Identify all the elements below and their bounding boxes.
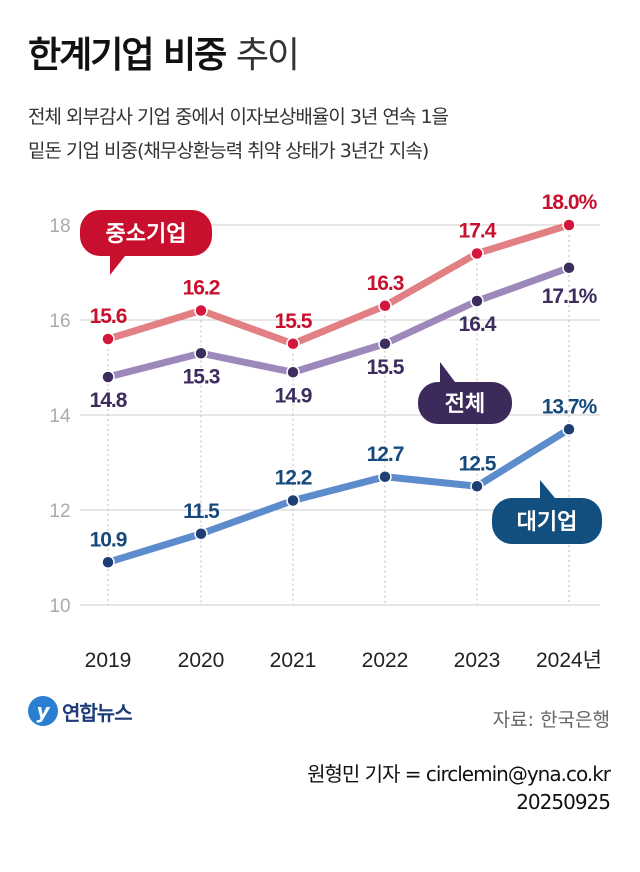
data-point — [194, 527, 208, 541]
logo: y 연합뉴스 — [28, 696, 133, 726]
data-label: 17.4 — [459, 220, 497, 243]
y-tick-label: 10 — [49, 596, 70, 617]
data-label: 17.1% — [542, 285, 598, 308]
data-point — [101, 370, 115, 384]
data-label: 13.7% — [542, 395, 598, 418]
logo-icon: y — [28, 696, 58, 726]
data-label: 15.5 — [275, 310, 313, 333]
credit-date: 20250925 — [516, 790, 611, 814]
title-light: 추이 — [235, 35, 300, 76]
data-label: 10.9 — [90, 528, 127, 551]
data-label: 14.8 — [90, 389, 128, 412]
source: 자료: 한국은행 — [492, 709, 610, 731]
legend-callout — [418, 382, 512, 424]
callout-tail — [110, 256, 125, 275]
data-point — [286, 337, 300, 351]
data-point — [562, 422, 576, 436]
callout-tail — [440, 362, 455, 382]
data-point — [286, 493, 300, 508]
data-label: 11.5 — [183, 500, 220, 523]
chart-title: 한계기업 비중 추이 — [28, 26, 300, 78]
data-label: 18.0% — [542, 191, 598, 214]
credit-author: 원형민 기자 = circlemin@yna.co.kr — [307, 762, 611, 786]
legend-label: 대기업 — [517, 510, 578, 535]
data-point — [101, 332, 115, 346]
legend-callout — [80, 210, 212, 256]
line-chart: 10 12 14 16 18 2019 2020 2021 2022 2023 2024년 15.6 1… — [49, 191, 602, 672]
credit: 원형민 기자 = circlemin@yna.co.kr 20250925 — [307, 760, 611, 816]
data-label: 16.3 — [367, 272, 404, 295]
data-label: 16.4 — [459, 313, 497, 336]
data-point — [378, 299, 392, 313]
legend-label: 중소기업 — [106, 222, 187, 247]
x-tick-label: 2019 — [85, 649, 132, 672]
data-label: 12.7 — [367, 443, 404, 466]
legend-callout — [492, 498, 602, 544]
title-bold: 한계기업 비중 — [28, 35, 227, 76]
data-point — [378, 470, 392, 484]
data-label: 15.5 — [367, 356, 405, 379]
x-tick-label: 2024년 — [536, 649, 602, 672]
callout-tail — [540, 480, 555, 498]
data-point — [286, 365, 300, 379]
data-point — [101, 555, 115, 569]
subtitle-line-1: 전체 외부감사 기업 중에서 이자보상배율이 3년 연속 1을 — [28, 106, 449, 128]
data-point — [470, 246, 484, 261]
logo-text: 연합뉴스 — [62, 700, 133, 725]
data-point — [562, 218, 576, 232]
x-tick-label: 2020 — [178, 649, 225, 672]
x-tick-label: 2023 — [454, 649, 501, 672]
data-point — [194, 303, 208, 318]
series-line-2 — [106, 426, 571, 566]
data-label: 15.6 — [90, 305, 127, 328]
subtitle-line-2: 밑돈 기업 비중(채무상환능력 취약 상태가 3년간 지속) — [28, 140, 429, 162]
y-tick-label: 12 — [49, 501, 70, 522]
data-label: 16.2 — [183, 277, 220, 300]
data-label: 12.5 — [459, 452, 497, 475]
data-point — [562, 261, 576, 275]
x-tick-label: 2022 — [362, 649, 409, 672]
data-label: 12.2 — [275, 467, 312, 490]
data-point — [470, 294, 484, 308]
data-label: 14.9 — [275, 384, 312, 407]
data-label: 15.3 — [183, 365, 220, 388]
y-tick-label: 18 — [49, 216, 70, 237]
y-tick-label: 16 — [49, 311, 70, 332]
series-line-1 — [107, 264, 571, 381]
legend-label: 전체 — [445, 392, 485, 417]
data-point — [470, 479, 484, 493]
data-point — [194, 346, 208, 360]
x-tick-label: 2021 — [270, 649, 317, 672]
y-tick-label: 14 — [49, 406, 71, 427]
series-line-0 — [106, 221, 571, 348]
data-point — [378, 337, 392, 351]
